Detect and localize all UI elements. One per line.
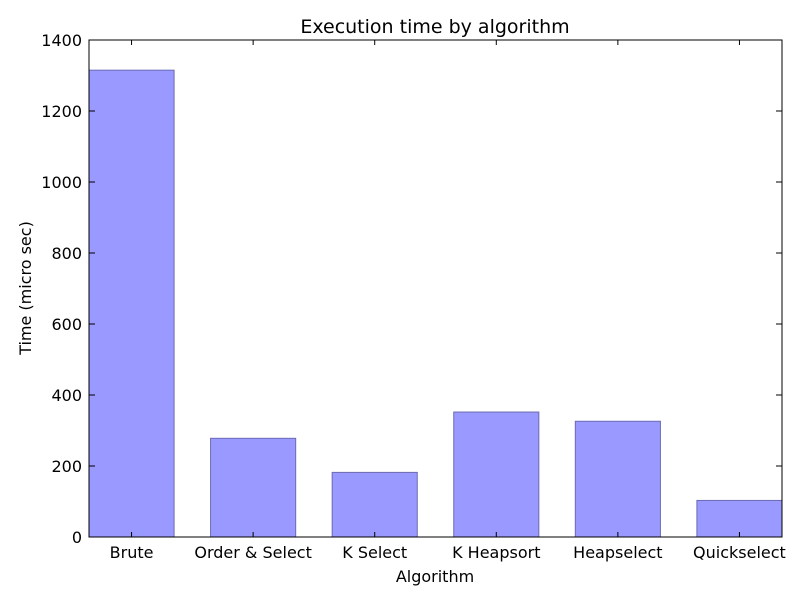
y-tick-label: 800 xyxy=(51,244,82,263)
y-tick-label: 200 xyxy=(51,457,82,476)
y-tick-label: 1400 xyxy=(41,31,82,50)
x-tick-label: Quickselect xyxy=(693,543,786,562)
y-axis-ticks: 0 200 400 600 800 1000 1200 1400 xyxy=(41,31,782,547)
y-tick-label: 1000 xyxy=(41,173,82,192)
bar-3 xyxy=(453,411,540,538)
bar-5 xyxy=(696,499,783,538)
x-tick-label: K Select xyxy=(342,543,407,562)
x-tick-label: Heapselect xyxy=(573,543,662,562)
y-tick-label: 1200 xyxy=(41,102,82,121)
y-tick-label: 400 xyxy=(51,386,82,405)
bars xyxy=(88,69,783,538)
bar-2 xyxy=(331,471,418,538)
bar-1 xyxy=(210,437,297,538)
plot-frame xyxy=(88,39,783,538)
bar-4 xyxy=(574,420,661,538)
x-axis-ticks: Brute Order & Select K Select K Heapsort Hea… xyxy=(110,40,786,562)
x-tick-label: Order & Select xyxy=(194,543,311,562)
x-tick-label: Brute xyxy=(110,543,154,562)
bar-0 xyxy=(88,69,175,538)
y-tick-label: 0 xyxy=(72,528,82,547)
y-axis-title: Time (micro sec) xyxy=(16,221,35,356)
chart-title: Execution time by algorithm xyxy=(300,16,569,38)
x-axis-title: Algorithm xyxy=(396,567,474,586)
y-tick-label: 600 xyxy=(51,315,82,334)
x-tick-label: K Heapsort xyxy=(452,543,540,562)
